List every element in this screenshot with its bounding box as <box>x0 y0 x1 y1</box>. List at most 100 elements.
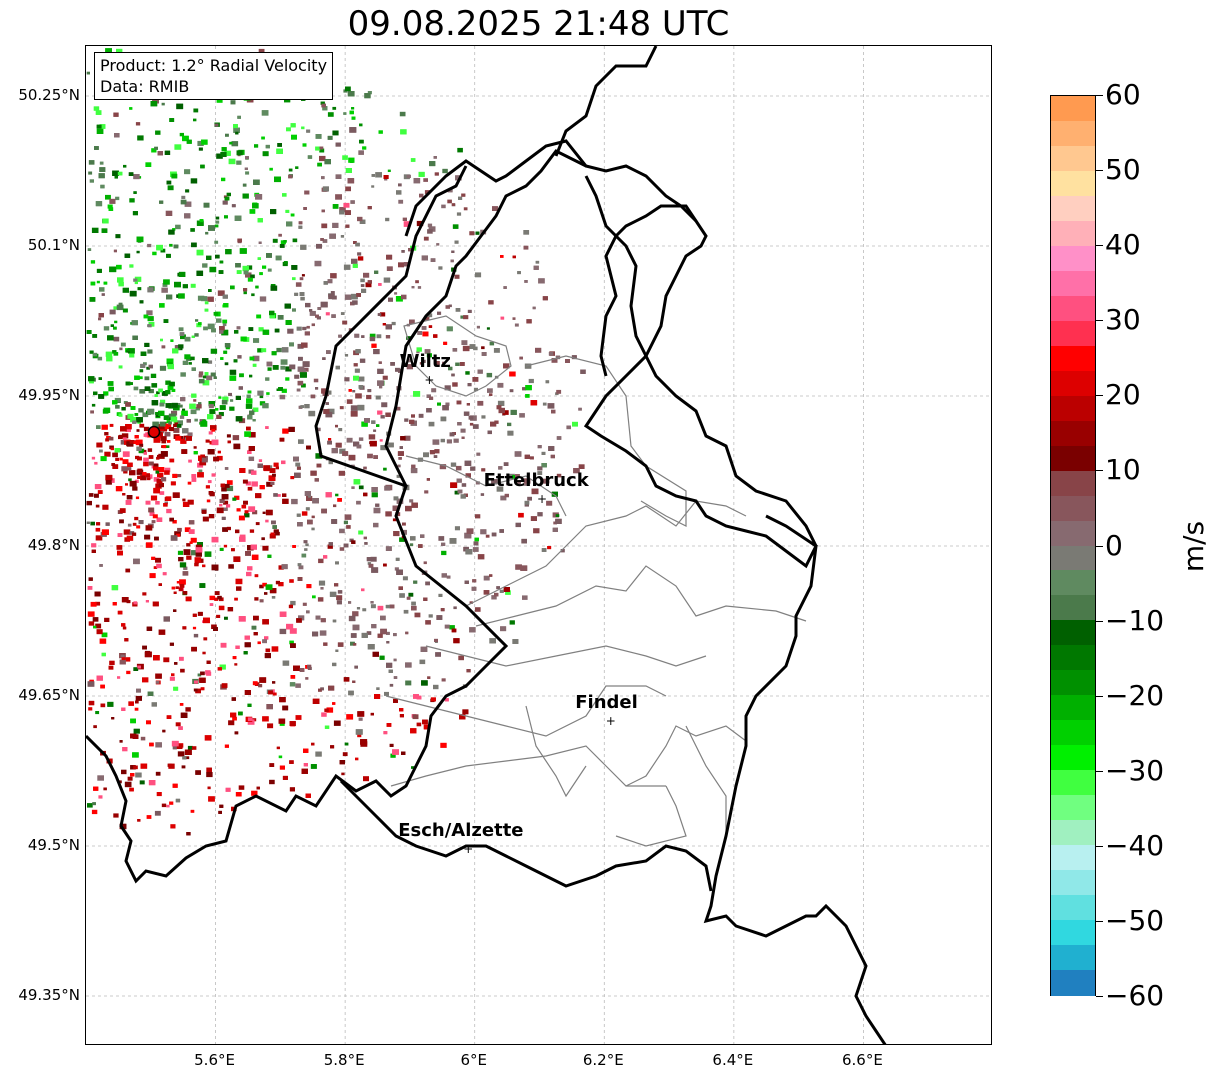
radar-echo-pixel <box>315 146 321 151</box>
radar-echo-pixel <box>309 310 316 316</box>
radar-echo-pixel <box>346 399 353 404</box>
radar-echo-pixel <box>252 681 258 686</box>
radar-echo-pixel <box>247 486 253 491</box>
radar-echo-pixel <box>113 352 119 356</box>
radar-echo-pixel <box>207 449 215 455</box>
radar-echo-pixel <box>262 265 267 269</box>
radar-echo-pixel <box>249 374 253 378</box>
radar-echo-pixel <box>236 270 242 274</box>
radar-echo-pixel <box>405 680 412 686</box>
radar-echo-pixel <box>220 152 227 157</box>
radar-echo-pixel <box>169 517 174 522</box>
radar-echo-pixel <box>220 642 227 648</box>
radar-echo-pixel <box>304 548 308 551</box>
radar-echo-pixel <box>359 219 366 224</box>
radar-echo-pixel <box>151 556 156 560</box>
radar-echo-pixel <box>155 681 160 684</box>
radar-echo-pixel <box>122 626 127 630</box>
radar-echo-pixel <box>217 595 222 600</box>
radar-echo-pixel <box>161 803 167 808</box>
radar-echo-pixel <box>355 349 361 354</box>
radar-echo-pixel <box>252 355 260 362</box>
radar-echo-pixel <box>353 479 361 485</box>
radar-echo-pixel <box>380 628 387 635</box>
radar-echo-pixel <box>354 665 358 669</box>
radar-echo-pixel <box>191 474 197 478</box>
map-area[interactable]: + + + + <box>85 45 992 1045</box>
radar-echo-pixel <box>113 249 117 253</box>
radar-echo-pixel <box>262 511 266 514</box>
radar-echo-pixel <box>256 786 260 790</box>
radar-echo-pixel <box>399 714 404 718</box>
radar-echo-pixel <box>195 544 202 550</box>
radar-echo-pixel <box>126 670 131 675</box>
radar-echo-pixel <box>200 164 205 169</box>
radar-echo-pixel <box>222 319 228 324</box>
radar-echo-pixel <box>497 400 505 406</box>
radar-echo-pixel <box>213 376 217 379</box>
radar-echo-pixel <box>235 263 241 268</box>
radar-echo-pixel <box>235 395 241 400</box>
radar-echo-pixel <box>134 276 142 282</box>
radar-echo-pixel <box>377 368 384 374</box>
radar-echo-pixel <box>353 363 358 367</box>
radar-echo-pixel <box>119 508 126 513</box>
radar-echo-pixel <box>123 164 127 168</box>
radar-echo-pixel <box>266 253 272 258</box>
radar-echo-pixel <box>339 210 345 215</box>
radar-echo-pixel <box>129 353 135 358</box>
radar-echo-pixel <box>358 437 364 441</box>
radar-echo-pixel <box>136 236 144 243</box>
radar-echo-pixel <box>336 595 343 601</box>
city-marker: + <box>424 373 434 387</box>
radar-echo-pixel <box>105 474 113 481</box>
radar-echo-pixel <box>404 435 411 441</box>
radar-echo-pixel <box>197 295 205 301</box>
radar-echo-pixel <box>96 128 104 134</box>
radar-echo-pixel <box>127 523 132 527</box>
radar-echo-pixel <box>350 641 355 646</box>
radar-echo-pixel <box>301 342 308 348</box>
lon-tick-label: 6°E <box>460 1051 487 1069</box>
radar-echo-pixel <box>166 715 172 719</box>
radar-echo-pixel <box>175 224 181 230</box>
radar-echo-pixel <box>458 196 463 200</box>
radar-echo-pixel <box>251 470 257 475</box>
radar-echo-pixel <box>166 508 172 514</box>
radar-echo-pixel <box>236 586 242 591</box>
radar-echo-pixel <box>352 680 356 683</box>
radar-echo-pixel <box>205 439 210 443</box>
radar-echo-pixel <box>493 348 500 353</box>
radar-echo-pixel <box>221 487 227 492</box>
radar-echo-pixel <box>343 202 350 208</box>
radar-echo-pixel <box>258 684 263 688</box>
radar-echo-pixel <box>465 473 471 478</box>
radar-echo-pixel <box>333 720 341 726</box>
radar-echo-pixel <box>130 406 136 410</box>
radar-echo-pixel <box>190 356 195 361</box>
radar-echo-pixel <box>90 281 96 286</box>
radar-echo-pixel <box>535 347 542 353</box>
radar-echo-pixel <box>206 499 211 503</box>
radar-echo-pixel <box>177 474 182 478</box>
radar-echo-pixel <box>315 134 322 139</box>
radar-echo-pixel <box>130 416 137 423</box>
radar-echo-pixel <box>295 715 302 720</box>
colorbar-tick-label: 40 <box>1105 228 1141 262</box>
radar-echo-pixel <box>378 283 382 286</box>
radar-echo-pixel <box>365 282 372 288</box>
radar-echo-pixel <box>457 489 463 494</box>
radar-echo-pixel <box>304 491 311 496</box>
colorbar-tick-label: 50 <box>1105 153 1141 187</box>
radar-echo-pixel <box>396 190 402 195</box>
radar-echo-pixel <box>332 130 339 136</box>
radar-echo-pixel <box>112 602 117 606</box>
radar-echo-pixel <box>123 529 131 535</box>
radar-echo-pixel <box>512 255 516 259</box>
radar-echo-pixel <box>209 492 215 497</box>
colorbar-tick-mark <box>1096 996 1103 997</box>
radar-echo-pixel <box>348 615 356 622</box>
colorbar-segment <box>1051 645 1095 671</box>
radar-echo-pixel <box>147 324 152 328</box>
radar-echo-pixel <box>244 431 251 437</box>
